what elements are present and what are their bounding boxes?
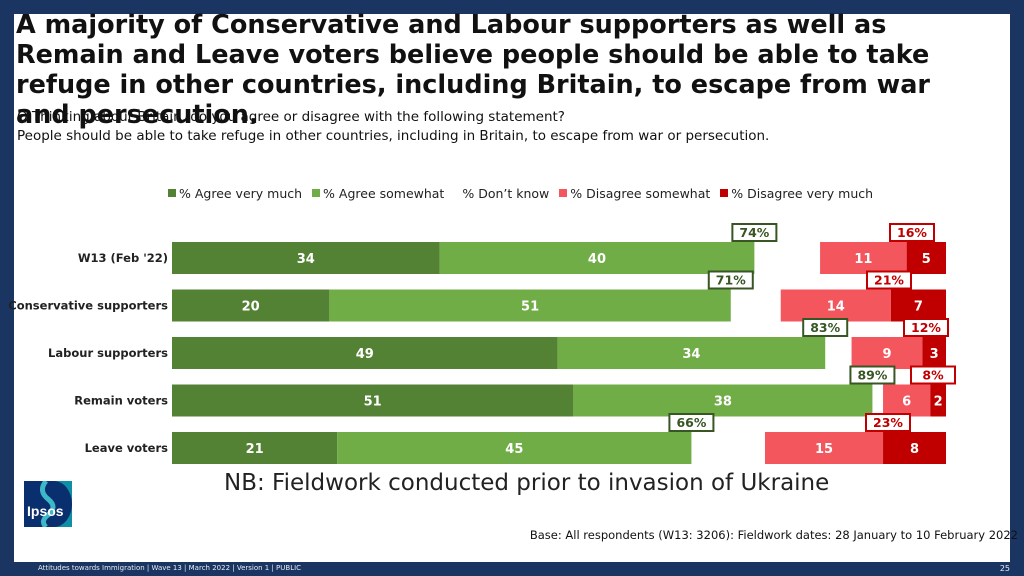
net-disagree-box <box>889 223 935 242</box>
question-text: Q Thinking about Britain, do you agree o… <box>17 108 977 146</box>
bar-disagree-very-much <box>890 289 946 322</box>
legend-item-disagree-very-much: % Disagree very much <box>720 185 873 201</box>
data-label: 40 <box>588 252 606 267</box>
data-label: 6 <box>902 395 911 410</box>
diverging-bar-chart: W13 (Feb '22) 34 40 11 5 74% 16% Conservative s… <box>8 223 956 464</box>
legend-item-dont-know: % Don’t know <box>462 185 549 201</box>
data-label: 34 <box>682 347 700 362</box>
net-disagree-label: 16% <box>897 225 927 240</box>
data-label: 21 <box>246 442 264 457</box>
data-label: 20 <box>242 300 260 315</box>
net-agree-box <box>668 413 715 432</box>
bar-disagree-somewhat <box>883 384 931 417</box>
data-label: 11 <box>854 252 872 267</box>
net-agree-label: 89% <box>857 368 887 383</box>
data-label: 34 <box>297 252 315 267</box>
data-label: 2 <box>934 395 943 410</box>
category-label: Labour supporters <box>48 346 168 360</box>
bar-disagree-somewhat <box>820 242 907 274</box>
data-label: 15 <box>815 442 833 457</box>
legend-swatch-disagree-very-much <box>720 189 729 197</box>
legend-item-disagree-somewhat: % Disagree somewhat <box>559 185 710 201</box>
bar-agree-somewhat <box>337 432 692 464</box>
question-line-1: Q Thinking about Britain, do you agree o… <box>17 109 565 125</box>
category-label: Remain voters <box>74 394 168 408</box>
chart-legend: % Agree very much % Agree somewhat % Don… <box>168 185 873 201</box>
footer-text: Attitudes towards Immigration | Wave 13 … <box>38 564 302 572</box>
legend-label-dont-know: % Don’t know <box>462 185 550 201</box>
net-disagree-box <box>865 413 911 432</box>
net-agree-box <box>802 318 849 337</box>
net-agree-box <box>731 223 778 242</box>
bar-agree-somewhat <box>557 337 826 369</box>
net-agree-label: 66% <box>676 415 706 430</box>
bar-disagree-somewhat <box>851 337 923 369</box>
data-label: 7 <box>914 300 923 315</box>
bar-agree-very-much <box>172 432 338 464</box>
bar-disagree-very-much <box>922 337 946 369</box>
legend-swatch-disagree-somewhat <box>559 189 568 197</box>
legend-label-agree-somewhat: % Agree somewhat <box>323 185 445 201</box>
slide <box>14 14 1010 562</box>
net-agree-box <box>707 270 754 290</box>
legend-item-agree-somewhat: % Agree somewhat <box>312 185 444 201</box>
net-agree-box <box>849 365 896 385</box>
bar-agree-somewhat <box>573 384 873 417</box>
bar-agree-very-much <box>172 289 330 322</box>
net-disagree-label: 8% <box>922 368 944 383</box>
category-label: W13 (Feb '22) <box>78 251 168 265</box>
page-number: 25 <box>999 564 1010 573</box>
net-agree-label: 71% <box>716 273 746 288</box>
data-label: 38 <box>714 395 732 410</box>
data-label: 14 <box>827 300 845 315</box>
data-label: 51 <box>521 300 539 315</box>
data-label: 8 <box>910 442 919 457</box>
svg-text:Ipsos: Ipsos <box>27 503 64 519</box>
bar-agree-somewhat <box>439 242 755 274</box>
net-agree-label: 74% <box>739 225 769 240</box>
legend-swatch-agree-somewhat <box>312 189 321 197</box>
data-label: 51 <box>364 395 382 410</box>
net-agree-label: 83% <box>810 320 840 335</box>
legend-item-agree-very-much: % Agree very much <box>168 185 302 201</box>
legend-label-agree-very-much: % Agree very much <box>179 185 303 201</box>
question-line-2: People should be able to take refuge in … <box>17 128 770 144</box>
data-label: 9 <box>882 347 891 362</box>
bar-agree-somewhat <box>329 289 731 322</box>
base-note: Base: All respondents (W13: 3206): Field… <box>529 528 1018 542</box>
bar-disagree-very-much <box>883 432 946 464</box>
category-label: Leave voters <box>85 441 169 455</box>
category-label: Conservative supporters <box>8 299 168 313</box>
bar-disagree-very-much <box>906 242 946 274</box>
net-disagree-box <box>903 318 949 337</box>
legend-swatch-agree-very-much <box>168 189 176 197</box>
data-label: 45 <box>505 442 523 457</box>
data-label: 5 <box>922 252 931 267</box>
net-disagree-box <box>910 365 956 385</box>
bar-agree-very-much <box>172 384 574 417</box>
slide-title: A majority of Conservative and Labour su… <box>16 10 930 130</box>
ipsos-logo: Ipsos <box>24 481 72 527</box>
bar-agree-very-much <box>172 337 558 369</box>
legend-label-disagree-very-much: % Disagree very much <box>731 185 874 201</box>
bar-disagree-very-much <box>930 384 946 417</box>
bar-agree-very-much <box>172 242 440 274</box>
bar-disagree-somewhat <box>764 432 884 464</box>
legend-label-disagree-somewhat: % Disagree somewhat <box>570 185 711 201</box>
data-label: 3 <box>930 347 939 362</box>
net-disagree-box <box>866 270 912 290</box>
net-disagree-label: 12% <box>911 320 941 335</box>
net-disagree-label: 23% <box>873 415 903 430</box>
data-label: 49 <box>356 347 374 362</box>
fieldwork-note: NB: Fieldwork conducted prior to invasio… <box>224 470 830 496</box>
bar-disagree-somewhat <box>780 289 891 322</box>
net-disagree-label: 21% <box>874 273 904 288</box>
